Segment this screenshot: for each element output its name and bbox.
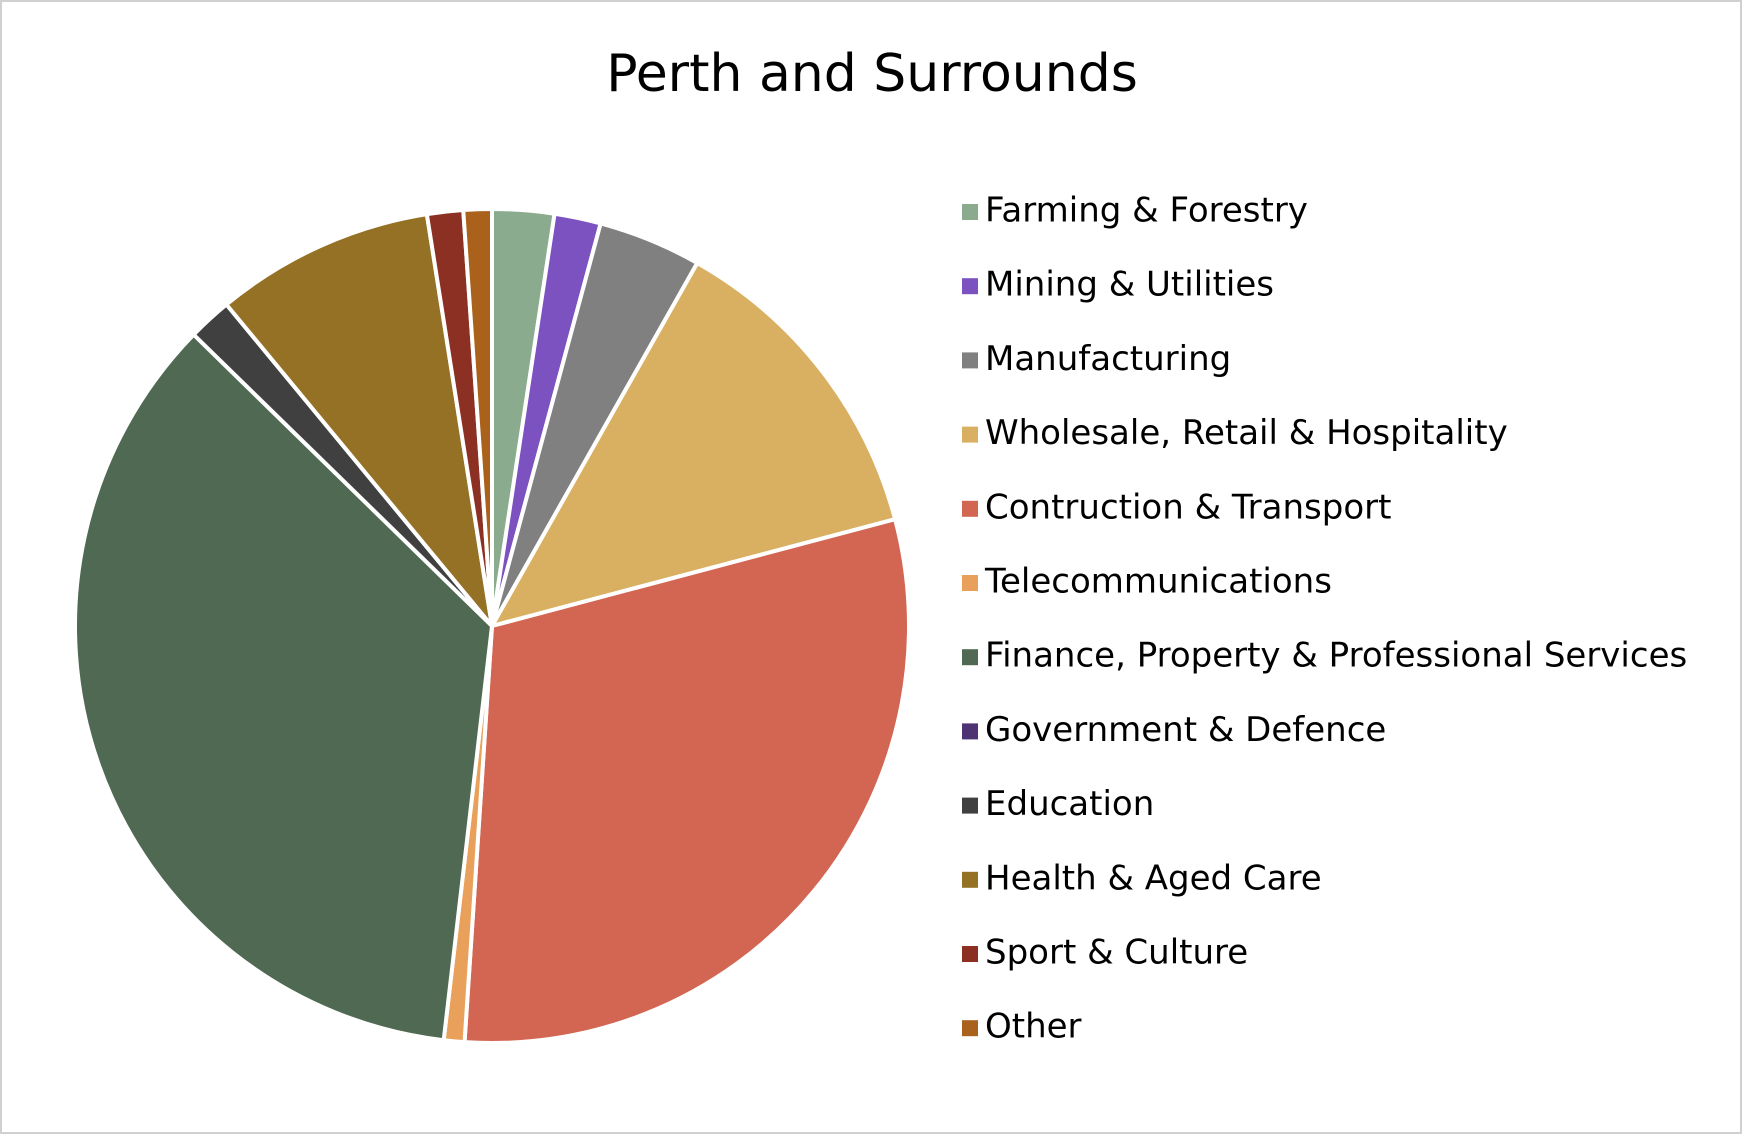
pie-slice	[461, 207, 494, 628]
legend-swatch	[962, 575, 978, 591]
legend-label: Other	[985, 1007, 1082, 1047]
legend-swatch	[962, 426, 978, 443]
pie-slice	[462, 517, 911, 1045]
legend-swatch	[962, 1020, 978, 1037]
legend-label: Finance, Property & Professional Service…	[985, 636, 1687, 676]
pie-slice	[224, 212, 494, 628]
legend-swatch	[962, 278, 978, 295]
legend-label: Farming & Forestry	[985, 191, 1308, 231]
legend-label: Mining & Utilities	[985, 265, 1274, 305]
legend-label: Contruction & Transport	[985, 487, 1391, 527]
chart-title: Perth and Surrounds	[606, 44, 1138, 104]
legend-swatch	[962, 946, 978, 962]
legend-label: Manufacturing	[985, 339, 1231, 379]
legend-swatch	[962, 797, 978, 814]
legend-swatch	[962, 352, 978, 369]
legend-label: Government & Defence	[985, 710, 1386, 750]
legend-swatch	[962, 204, 978, 220]
legend-label: Sport & Culture	[985, 933, 1248, 973]
pie-slice	[73, 332, 494, 1043]
pie-slice	[490, 261, 898, 628]
legend-label: Wholesale, Retail & Hospitality	[985, 413, 1508, 453]
legend-swatch	[962, 871, 978, 888]
legend-swatch	[962, 500, 978, 517]
legend-label: Telecommunications	[984, 562, 1332, 602]
legend-swatch	[962, 649, 978, 666]
legend-label: Education	[985, 784, 1154, 824]
legend-label: Health & Aged Care	[985, 858, 1322, 898]
legend-swatch	[962, 723, 978, 740]
